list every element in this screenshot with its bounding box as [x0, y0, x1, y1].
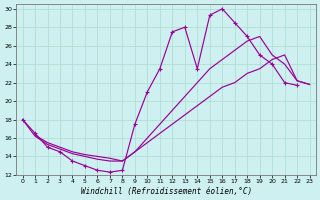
- X-axis label: Windchill (Refroidissement éolien,°C): Windchill (Refroidissement éolien,°C): [81, 187, 252, 196]
